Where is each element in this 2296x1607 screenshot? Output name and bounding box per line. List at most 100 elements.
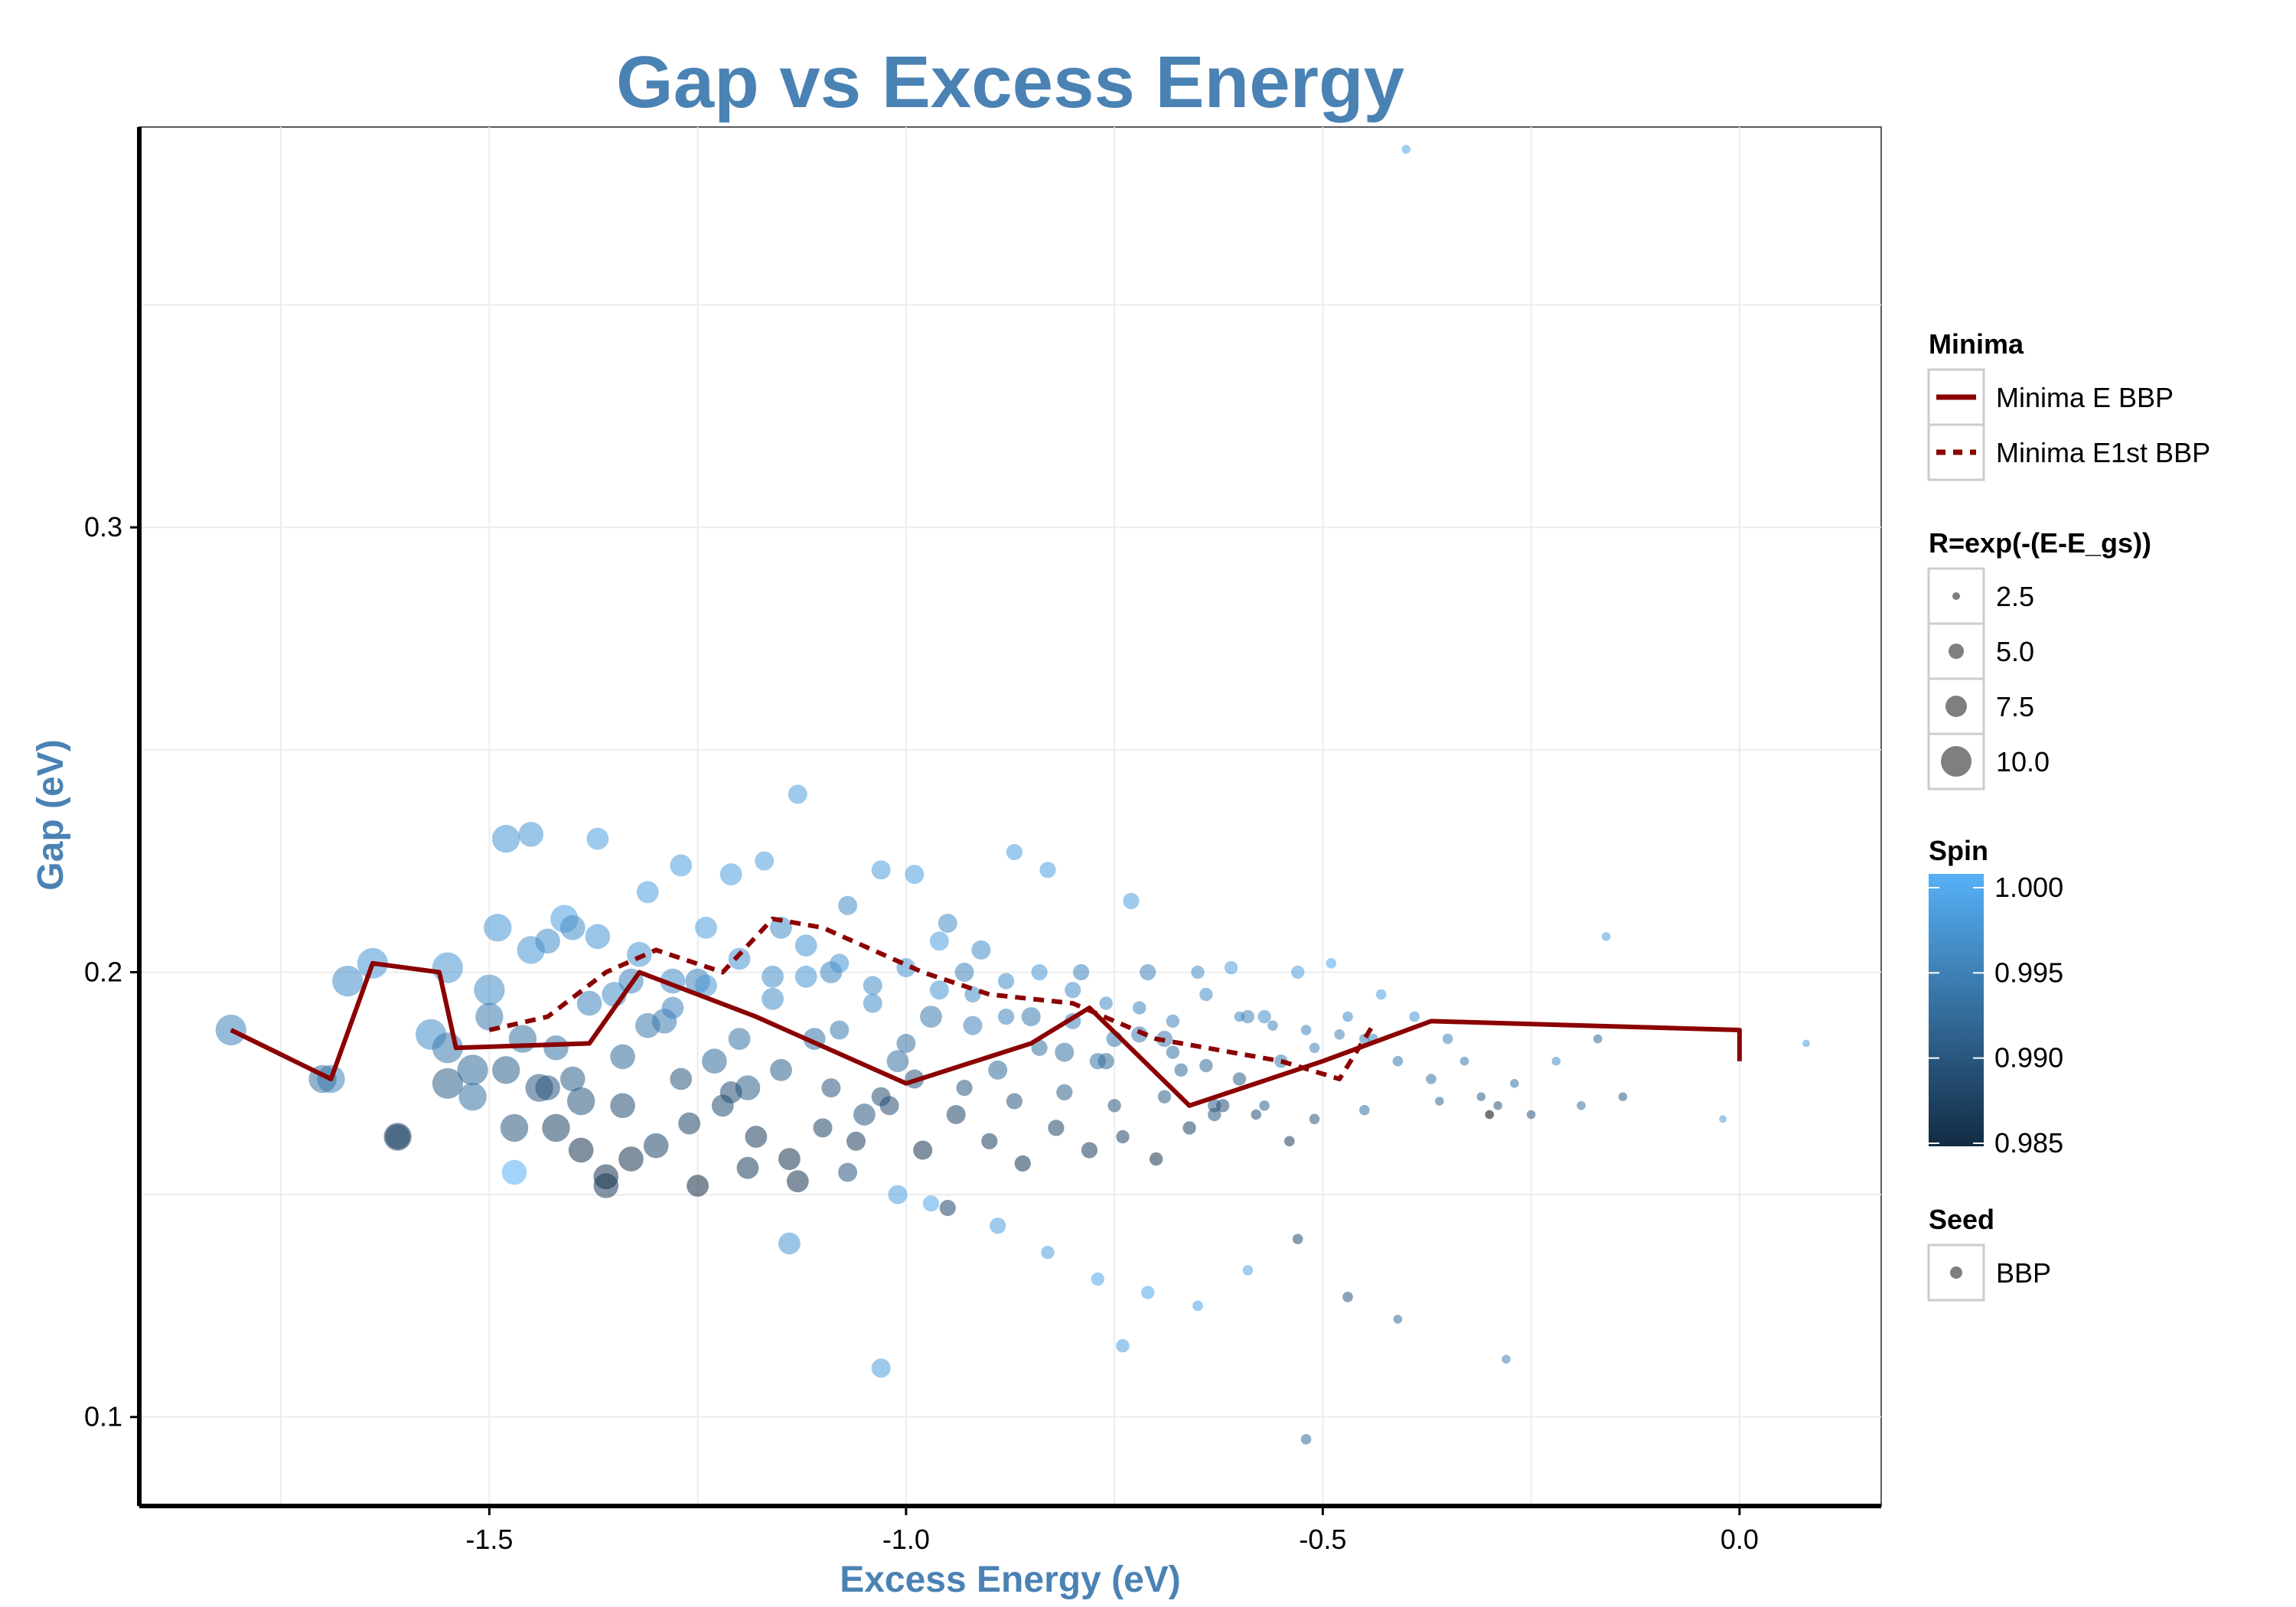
data-point — [1081, 1142, 1098, 1159]
data-point — [1593, 1034, 1603, 1044]
data-point — [794, 934, 817, 957]
data-point — [1073, 963, 1090, 981]
data-point — [1551, 1056, 1561, 1066]
data-point — [939, 1199, 956, 1217]
data-point — [830, 1020, 850, 1040]
data-point — [695, 974, 717, 997]
legend-minima: Minima Minima E BBP Minima E1st BBP — [1927, 328, 2210, 481]
data-point — [838, 1162, 858, 1182]
data-point — [618, 1146, 644, 1172]
legend-size-point — [1949, 644, 1964, 659]
data-point — [670, 854, 693, 877]
data-point — [755, 851, 775, 871]
legend-size-point — [1945, 696, 1967, 717]
data-point — [332, 966, 364, 997]
y-axis-label: Gap (eV) — [31, 739, 71, 890]
data-point — [1192, 1300, 1203, 1312]
data-point — [954, 963, 974, 982]
y-tick-label: 0.3 — [84, 511, 122, 543]
grid-lines — [139, 127, 1881, 1506]
data-point — [1300, 1434, 1312, 1445]
data-point — [1401, 145, 1411, 154]
data-point — [568, 1137, 594, 1163]
data-point — [1526, 1110, 1536, 1120]
data-point — [853, 1103, 876, 1126]
data-point — [1216, 1099, 1230, 1113]
data-point — [1141, 1286, 1155, 1299]
legend-minima-label-1: Minima E BBP — [1996, 382, 2174, 413]
data-point — [1409, 1011, 1420, 1022]
data-point — [929, 980, 949, 1000]
data-point — [1065, 982, 1081, 999]
data-point — [770, 1058, 792, 1081]
data-point — [610, 1093, 635, 1119]
legend-seed: Seed BBP — [1927, 1204, 2051, 1302]
data-point — [863, 993, 882, 1013]
data-point — [1334, 1029, 1345, 1040]
data-point — [1039, 862, 1056, 878]
data-point — [1375, 989, 1387, 1000]
data-point — [1232, 1072, 1247, 1086]
data-point — [593, 1164, 619, 1190]
data-point — [846, 1131, 866, 1151]
data-point — [535, 1075, 560, 1100]
data-point — [1166, 1045, 1180, 1059]
data-point — [1300, 1025, 1312, 1035]
data-point — [1107, 1099, 1121, 1113]
data-point — [636, 881, 659, 904]
data-point — [946, 1105, 966, 1124]
data-point — [1131, 1026, 1148, 1043]
data-point — [535, 928, 560, 954]
data-point — [484, 914, 512, 942]
minima-e-line — [230, 960, 1742, 1108]
legend-size-point — [1952, 592, 1960, 600]
data-point — [1618, 1092, 1628, 1101]
data-point — [670, 1068, 693, 1090]
data-point — [542, 1113, 570, 1143]
data-point — [1056, 1084, 1073, 1100]
data-point — [964, 986, 981, 1003]
spin-colorbar-ticks: 1.000 0.995 0.990 0.985 — [1929, 872, 2063, 1159]
data-point — [1041, 1246, 1055, 1260]
data-point — [1242, 1265, 1254, 1276]
data-point — [1359, 1104, 1370, 1116]
data-point — [1055, 1042, 1075, 1062]
data-point — [1133, 1001, 1146, 1015]
data-point — [1099, 996, 1113, 1010]
data-point — [736, 1156, 759, 1179]
legend-size-label-1: 2.5 — [1996, 581, 2034, 612]
legend-size: R=exp(-(E-E_gs)) 2.5 5.0 7.5 10.0 — [1927, 527, 2151, 790]
data-point — [1267, 1020, 1278, 1031]
data-point — [1485, 1110, 1494, 1120]
legend-size-label-2: 5.0 — [1996, 636, 2034, 667]
legend-size-label-3: 7.5 — [1996, 691, 2034, 722]
data-point — [474, 974, 505, 1006]
data-point — [770, 916, 792, 939]
data-point — [821, 1078, 841, 1098]
data-point — [1493, 1101, 1502, 1110]
data-point — [1426, 1074, 1437, 1084]
data-point — [1091, 1272, 1105, 1286]
legend-size-point — [1941, 746, 1971, 777]
data-point — [585, 924, 611, 950]
data-point — [457, 1054, 488, 1086]
data-point — [1342, 1292, 1353, 1302]
data-point — [788, 784, 807, 804]
data-point — [1157, 1090, 1172, 1103]
data-point — [1224, 960, 1238, 975]
legend-seed-point — [1950, 1266, 1962, 1279]
data-point — [1502, 1354, 1511, 1364]
data-point — [981, 1133, 998, 1149]
data-point — [702, 1048, 727, 1074]
data-point — [508, 1025, 537, 1053]
data-point — [432, 952, 464, 983]
data-point — [635, 1012, 660, 1038]
data-point — [678, 1112, 701, 1135]
data-point — [1031, 963, 1048, 981]
data-point — [687, 1175, 709, 1197]
data-point — [1199, 987, 1213, 1002]
data-point — [1802, 1039, 1810, 1048]
data-point — [1442, 1033, 1453, 1045]
data-point — [778, 1232, 801, 1255]
legend-minima-label-2: Minima E1st BBP — [1996, 437, 2210, 468]
